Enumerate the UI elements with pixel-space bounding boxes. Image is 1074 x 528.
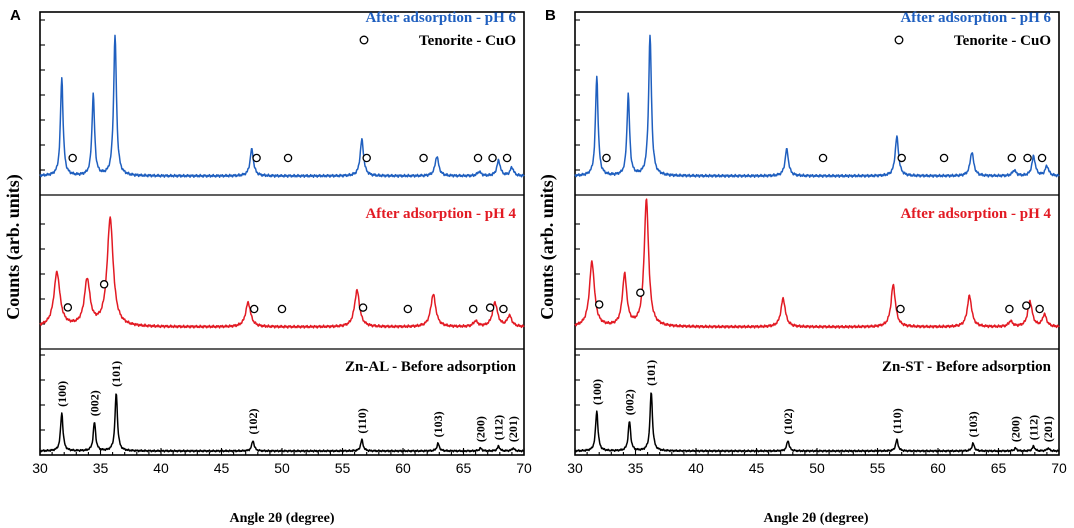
panel-b: B 30 35 40 45 50 55 60 65 70 After adsorption - pH… [545,7,1067,476]
tenorite-marker [939,153,949,163]
hkl-label: (103) [966,411,980,437]
tenorite-marker [602,153,611,163]
series-title: After adsorption - pH 6 [365,10,516,26]
x-tick-label: 55 [870,460,886,476]
series-title: Zn-AL - Before adsorption [345,359,517,375]
hkl-label: (110) [890,408,904,433]
hkl-label: (100) [590,379,604,405]
x-tick-label: 45 [214,460,230,476]
panel-label: A [10,7,21,24]
tenorite-marker [499,304,508,314]
panel-label: B [545,7,556,24]
hkl-label: (112) [1027,415,1041,440]
tenorite-marker [99,280,109,289]
tenorite-marker [63,303,73,312]
panel-a: A 30 35 40 45 50 55 60 65 70 After adsorption - pH… [10,7,532,476]
legend-marker [894,35,904,45]
series-line [574,198,1060,329]
hkl-label: (200) [1008,416,1022,442]
x-tick-label: 70 [1051,460,1067,476]
x-tick-label: 40 [688,460,704,476]
tenorite-marker [358,303,368,312]
tenorite-marker [419,153,428,163]
series-line [574,392,1060,453]
tenorite-legend: Tenorite - CuO [894,33,1051,49]
tenorite-legend: Tenorite - CuO [359,33,516,49]
x-tick-label: 40 [153,460,169,476]
tenorite-marker [485,303,495,312]
tenorite-marker [1007,153,1017,163]
tenorite-marker [897,153,906,163]
x-tick-label: 45 [749,460,765,476]
x-tick-label: 65 [456,460,472,476]
series-title: After adsorption - pH 4 [365,206,516,222]
hkl-label: (002) [623,389,637,415]
legend-marker [359,35,369,45]
tenorite-marker [1023,153,1032,163]
x-axis-label-b: Angle 2θ (degree) [763,511,868,526]
x-tick-label: 50 [274,460,290,476]
hkl-label: (112) [492,415,506,440]
x-tick-label: 70 [516,460,532,476]
tenorite-marker [249,304,259,314]
x-tick-label: 35 [628,460,644,476]
tenorite-marker [68,153,77,163]
hkl-label: (110) [355,408,369,433]
tenorite-marker [1005,304,1014,314]
tenorite-marker [594,300,604,309]
tenorite-marker [277,304,287,314]
tenorite-marker [468,304,478,314]
y-axis-label-a: Counts (arb. units) [3,174,24,320]
series-line [39,216,525,329]
hkl-label: (102) [246,409,260,435]
series-line [39,393,525,453]
tenorite-marker [1022,301,1031,310]
series-line [39,34,525,178]
x-tick-label: 65 [991,460,1007,476]
hkl-label: (200) [473,416,487,442]
tenorite-marker [502,153,512,163]
tenorite-marker [636,288,645,297]
tenorite-marker [362,153,371,163]
hkl-label: (103) [431,411,445,437]
legend-label: Tenorite - CuO [419,33,516,49]
x-axis-label-a: Angle 2θ (degree) [229,511,334,526]
hkl-label: (201) [1041,416,1055,442]
hkl-label: (002) [88,390,102,416]
x-tick-label: 35 [93,460,109,476]
tenorite-marker [252,153,261,163]
legend-label: Tenorite - CuO [954,33,1051,49]
tenorite-marker [1037,153,1047,163]
x-tick-label: 60 [930,460,946,476]
tenorite-marker [403,304,413,314]
hkl-label: (101) [109,361,123,387]
tenorite-marker [283,153,293,163]
tenorite-marker [488,153,497,163]
series-title: After adsorption - pH 6 [900,10,1051,26]
hkl-label: (100) [55,381,69,407]
tenorite-marker [896,304,905,314]
x-tick-label: 30 [32,460,48,476]
plot-frame [39,11,525,456]
series-title: Zn-ST - Before adsorption [882,359,1052,375]
hkl-label: (201) [506,416,520,442]
x-tick-label: 55 [335,460,351,476]
y-axis-label-b: Counts (arb. units) [537,174,558,320]
series-line [574,34,1060,178]
x-tick-label: 30 [567,460,583,476]
hkl-label: (102) [781,409,795,435]
x-tick-label: 60 [395,460,411,476]
hkl-label: (101) [644,360,658,386]
tenorite-marker [1035,304,1044,314]
tenorite-marker [473,153,483,163]
series-title: After adsorption - pH 4 [900,206,1051,222]
x-tick-label: 50 [809,460,825,476]
tenorite-marker [818,153,828,163]
